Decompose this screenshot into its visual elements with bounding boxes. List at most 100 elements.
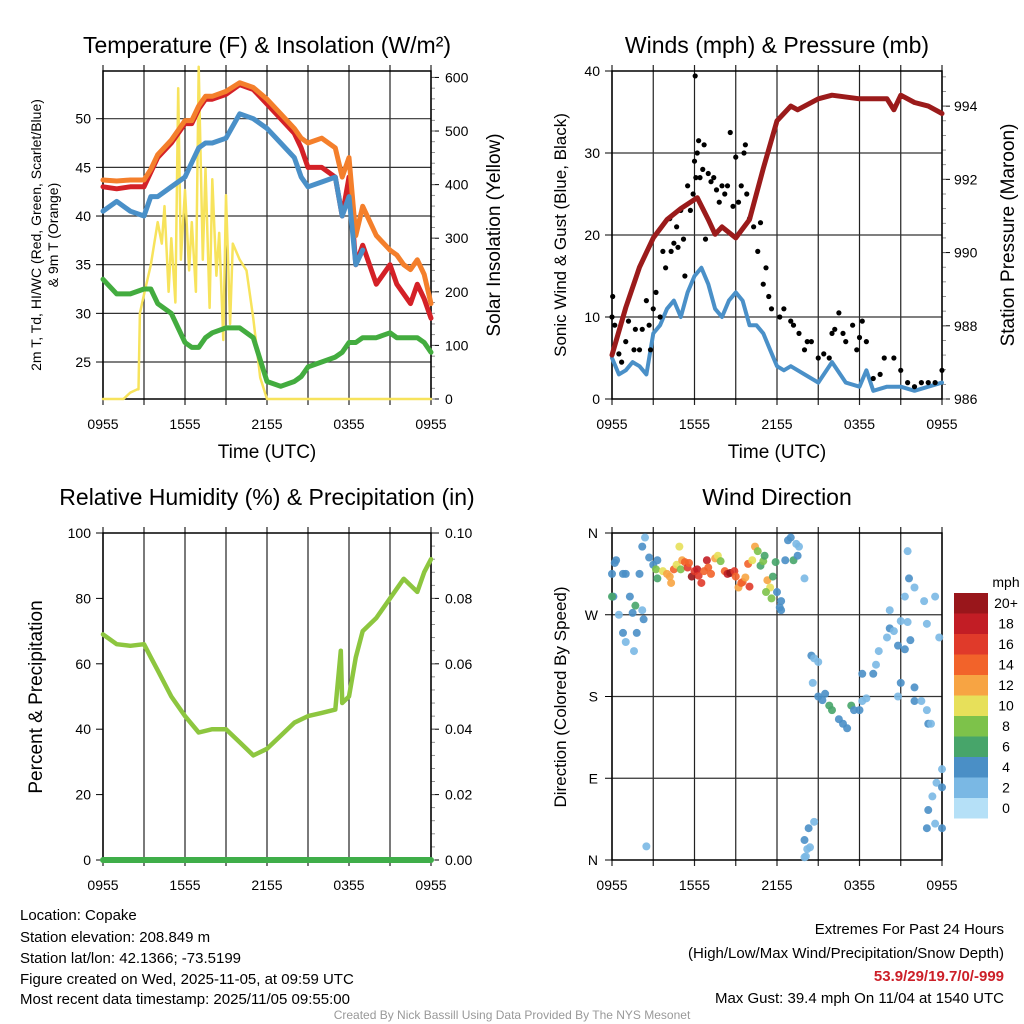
wind-direction-point xyxy=(652,565,660,574)
wind-direction-point xyxy=(760,551,769,560)
gust-point xyxy=(790,322,797,328)
gust-point xyxy=(674,224,680,230)
gust-point xyxy=(705,170,711,177)
x-tick-label: 0955 xyxy=(87,877,118,893)
gust-point xyxy=(724,183,731,189)
gust-point xyxy=(826,355,832,361)
wind-direction-point xyxy=(685,558,693,567)
wind-direction-point xyxy=(894,692,902,701)
wind-direction-point xyxy=(635,569,644,578)
gust-point xyxy=(859,318,865,324)
wind-direction-point xyxy=(793,551,802,560)
extremes-subtitle: (High/Low/Max Wind/Precipitation/Snow De… xyxy=(688,945,1004,962)
wind-direction-point xyxy=(885,606,894,615)
winds-xlabel: Time (UTC) xyxy=(728,442,827,463)
legend-title: mph xyxy=(992,574,1019,590)
wind-direction-point xyxy=(748,556,757,565)
gust-point xyxy=(639,326,645,332)
legend-label: 20+ xyxy=(994,595,1018,611)
gust-point xyxy=(751,224,757,230)
y-tick-label: 80 xyxy=(75,590,91,606)
gust-point xyxy=(697,175,703,181)
wind-direction-point xyxy=(938,824,946,833)
wind-direction-point xyxy=(653,556,662,565)
y-tick-label: E xyxy=(589,770,598,786)
gust-point xyxy=(836,310,842,316)
y-tick-label: S xyxy=(589,689,598,705)
gust-point xyxy=(691,158,698,164)
gust-point xyxy=(832,326,838,332)
wind-direction-point xyxy=(900,592,909,601)
y-tick-label: 0 xyxy=(83,852,91,868)
location-text: Location: Copake xyxy=(20,907,137,924)
wind-direction-point xyxy=(621,569,630,578)
y2-tick-label: 988 xyxy=(954,318,978,334)
gust-point xyxy=(815,355,821,361)
legend-swatch xyxy=(954,634,988,655)
gust-point xyxy=(735,199,742,205)
wind-direction-point xyxy=(608,592,616,601)
gust-point xyxy=(623,339,629,345)
x-tick-label: 0955 xyxy=(415,416,446,432)
wind-direction-point xyxy=(625,592,634,601)
winds-title: Winds (mph) & Pressure (mb) xyxy=(625,32,929,58)
gust-point xyxy=(682,273,688,279)
wind-direction-point xyxy=(621,638,630,646)
legend-swatch xyxy=(954,675,988,696)
wind-direction-point xyxy=(932,778,941,787)
wind-direction-point xyxy=(928,792,937,801)
legend-swatch xyxy=(954,654,988,675)
gust-point xyxy=(619,359,625,365)
wind-direction-point xyxy=(753,547,762,556)
x-tick-label: 1555 xyxy=(679,416,710,432)
wind-direction-point xyxy=(828,706,836,715)
wind-direction-point xyxy=(924,806,933,815)
sonic-wind-line xyxy=(610,265,944,393)
relative-humidity-line xyxy=(100,556,434,758)
gust-point xyxy=(685,183,691,189)
wind-direction-point xyxy=(894,641,902,650)
gust-point xyxy=(609,314,615,320)
winds-ylabel: Sonic Wind & Gust (Blue, Black) xyxy=(551,113,570,357)
gust-point xyxy=(668,248,674,254)
y2-tick-label: 400 xyxy=(445,177,469,193)
x-tick-label: 0955 xyxy=(87,416,118,432)
x-tick-label: 0355 xyxy=(333,416,364,432)
wind-direction-point xyxy=(938,765,946,774)
wind-direction-point xyxy=(858,669,867,678)
humidity-ylabel: Percent & Precipitation xyxy=(26,600,47,793)
legend-swatch xyxy=(954,695,988,716)
temperature-panel: Temperature (F) & Insolation (W/m²) Time… xyxy=(28,32,505,463)
y2-tick-label: 0.04 xyxy=(445,721,472,737)
gust-point xyxy=(804,339,810,345)
wind-direction-point xyxy=(638,542,647,551)
9m-t-line xyxy=(100,80,434,307)
x-tick-label: 1555 xyxy=(169,877,200,893)
y-tick-label: 40 xyxy=(75,208,91,224)
extremes-info: Extremes For Past 24 Hours (High/Low/Max… xyxy=(688,921,1004,1007)
x-tick-label: 2155 xyxy=(251,877,282,893)
wind-direction-point xyxy=(610,558,619,567)
wind-direction-point xyxy=(905,574,913,583)
gust-point xyxy=(821,351,827,357)
gust-point xyxy=(781,306,787,312)
wind-direction-point xyxy=(862,694,871,703)
wind-direction-point xyxy=(697,578,706,587)
gust-point xyxy=(708,179,714,185)
wind-direction-point xyxy=(731,572,740,581)
wind-direction-point xyxy=(810,817,819,826)
gust-point xyxy=(696,138,702,144)
y-tick-label: 100 xyxy=(68,525,92,541)
wind-direction-point xyxy=(645,553,654,562)
wind-direction-point xyxy=(642,842,651,851)
gust-point xyxy=(733,154,739,160)
wind-direction-point xyxy=(800,574,809,583)
wind-direction-point xyxy=(781,556,790,565)
temperature-ylabel-line2: & 9m T (Orange) xyxy=(45,183,61,288)
gust-point xyxy=(612,322,618,328)
wind-direction-point xyxy=(804,824,813,833)
legend-label: 6 xyxy=(1002,739,1010,755)
gust-point xyxy=(856,334,863,341)
wind-direction-point xyxy=(693,565,702,574)
wind-direction-point xyxy=(702,556,711,565)
